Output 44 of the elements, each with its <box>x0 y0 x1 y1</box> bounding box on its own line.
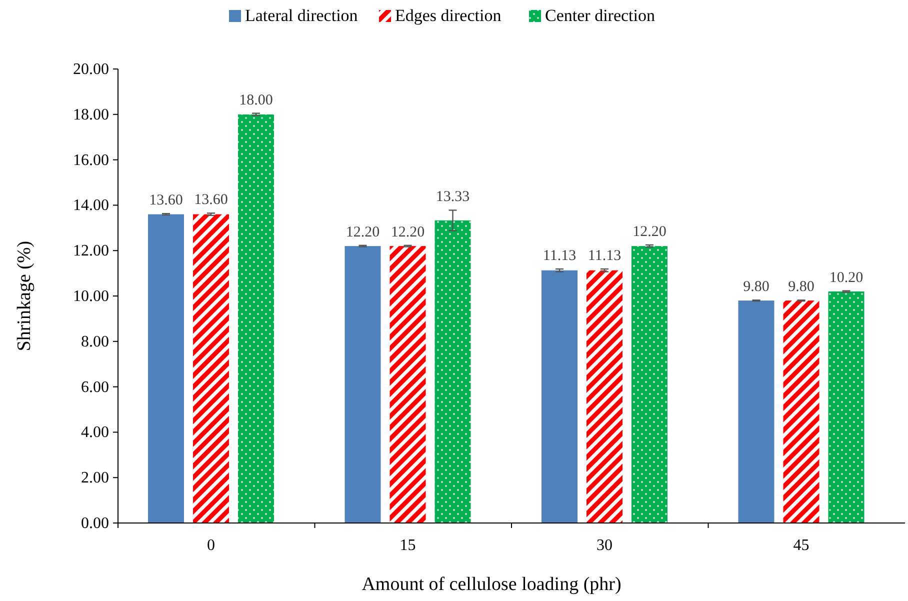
legend-label: Center direction <box>545 6 656 25</box>
text: 9.80 <box>743 279 770 296</box>
text: 13.33 <box>436 189 470 206</box>
text: 11.13 <box>542 248 576 264</box>
bar <box>738 300 774 523</box>
y-tick-label: 6.00 <box>81 378 109 396</box>
y-tick-label: 18.00 <box>73 106 109 124</box>
y-tick-label: 12.00 <box>73 242 109 260</box>
bar <box>238 114 274 523</box>
x-tick-label: 0 <box>207 537 215 554</box>
bar <box>434 220 471 523</box>
bar <box>344 246 381 523</box>
bar <box>783 300 820 523</box>
bar <box>632 246 668 523</box>
bar <box>542 270 578 523</box>
bar <box>193 214 229 523</box>
bar <box>148 214 184 523</box>
x-axis-title: Amount of cellulose loading (phr) <box>362 574 622 595</box>
text: 9.80 <box>788 279 814 296</box>
x-tick-label: 15 <box>400 537 416 554</box>
text: 18.00 <box>239 92 273 108</box>
legend-label: Lateral direction <box>245 6 358 25</box>
y-tick-label: 16.00 <box>73 152 109 169</box>
y-tick-label: 20.00 <box>73 61 109 78</box>
y-tick-label: 2.00 <box>81 470 109 487</box>
bar <box>828 291 864 523</box>
y-tick-label: 8.00 <box>81 333 109 350</box>
bar <box>586 270 622 523</box>
x-tick-label: 45 <box>793 537 810 554</box>
y-tick-label: 14.00 <box>73 197 109 214</box>
bar <box>390 246 426 523</box>
y-axis-title: Shrinkage (%) <box>14 240 35 352</box>
legend-label: Edges direction <box>395 6 502 25</box>
y-tick-label: 4.00 <box>81 424 109 442</box>
text: 13.60 <box>149 192 183 209</box>
y-tick-label: 0.00 <box>81 515 109 532</box>
text: 11.13 <box>588 248 622 264</box>
text: 10.20 <box>829 270 864 286</box>
y-tick-label: 10.00 <box>73 288 109 305</box>
text: 12.20 <box>390 224 425 240</box>
text: 13.60 <box>194 192 228 208</box>
text: 12.20 <box>632 224 666 240</box>
text: 12.20 <box>346 224 380 240</box>
x-tick-label: 30 <box>596 537 612 554</box>
